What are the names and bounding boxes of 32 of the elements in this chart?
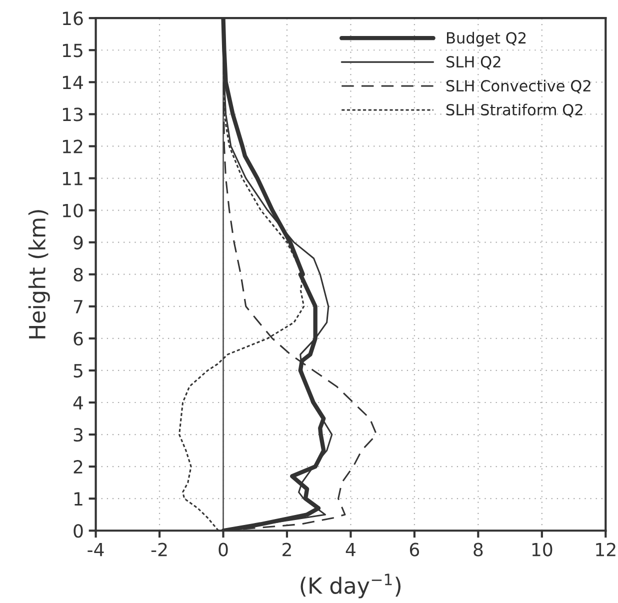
text: SLH Convective Q2 [446,80,590,94]
y-tick-label: 2 [74,460,82,474]
x-tick-label: -4 [88,543,104,556]
text: SLH Q2 [446,56,500,70]
y-tick-label: 11 [62,172,82,186]
text: SLH Stratiform Q2 [446,104,582,118]
y-tick-label: 12 [62,140,82,154]
y-tick-label: 3 [74,428,83,442]
y-tick-label: 15 [62,44,82,58]
y-axis-title: Height (km) [28,210,50,338]
x-tick-label: 2 [282,542,291,556]
y-tick-label: 8 [74,268,83,282]
y-tick-label: 1 [74,492,82,506]
y-tick-label: 4 [73,396,83,410]
y-tick-label: 16 [62,12,83,26]
y-tick-label: 0 [74,524,83,538]
x-tick-label: 8 [474,542,483,556]
x-tick-label: 10 [532,542,552,556]
y-tick-label: 7 [74,300,82,314]
y-tick-label: 14 [62,76,83,90]
x-tick-label: 4 [346,543,356,556]
text: Budget Q2 [447,32,526,47]
y-tick-label: 9 [74,236,83,250]
y-tick-label: 10 [62,204,83,218]
x-tick-label: 0 [218,542,228,556]
y-tick-label: 13 [62,108,83,122]
x-tick-label: 12 [596,542,616,556]
x-tick-label: -2 [151,542,167,556]
x-tick-label: 6 [410,542,420,556]
y-tick-label: 6 [74,332,83,346]
x-axis-title: (K day$^{−1}$) [300,574,401,598]
y-tick-label: 5 [74,364,82,378]
